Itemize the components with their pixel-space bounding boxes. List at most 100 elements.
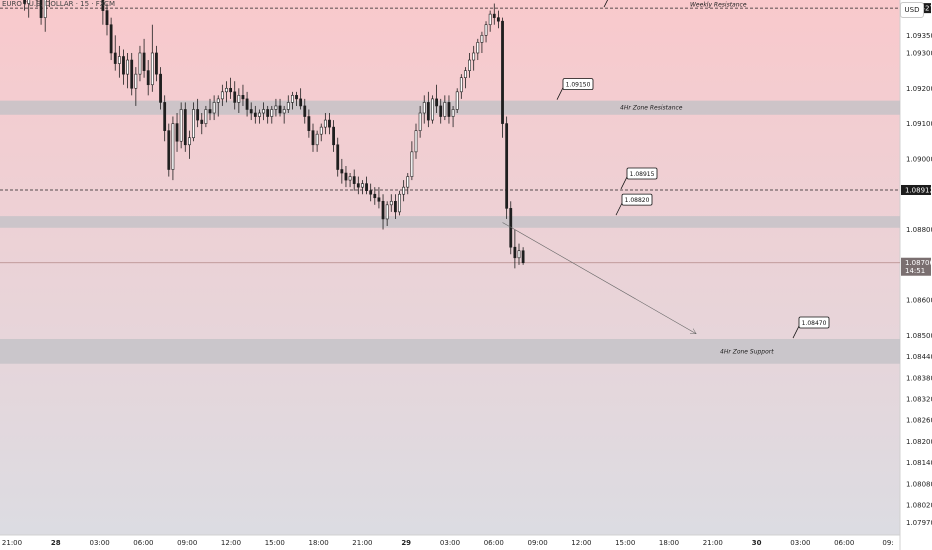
price-callout-box[interactable] (621, 193, 653, 206)
time-tick-label: 28 (51, 539, 61, 547)
candle-body (414, 130, 418, 153)
candle-body (340, 169, 344, 174)
time-tick-label: 03:00 (440, 539, 460, 547)
candle-body (258, 112, 261, 117)
candle-body (138, 52, 142, 75)
candle-body (126, 59, 130, 75)
price-callout-box[interactable] (798, 316, 830, 329)
price-tick-label: 1.08320 (906, 396, 932, 404)
candle-body (422, 102, 426, 114)
candle-body (488, 13, 492, 26)
candle-body (389, 200, 393, 206)
price-label-text: 1.08912 (905, 186, 932, 194)
price-label-badge (901, 257, 931, 276)
price-callout-box[interactable] (562, 78, 594, 91)
candle-body (459, 77, 463, 93)
price-tick-label: 1.08600 (906, 297, 932, 305)
price-label-text: 1.08706 (905, 259, 932, 267)
time-tick-label: 21:00 (703, 539, 723, 547)
candle-body (117, 56, 121, 64)
candle-body (167, 130, 171, 170)
price-tick-label: 1.09200 (906, 85, 932, 93)
time-tick-label: 12:00 (571, 539, 591, 547)
callout-pointer (620, 176, 628, 190)
candle-body (484, 24, 488, 36)
candle-body (216, 98, 220, 103)
candle-body (492, 13, 496, 18)
candle-body (188, 137, 191, 146)
price-tick-label: 1.08200 (906, 438, 932, 446)
candle-body (418, 112, 422, 131)
time-tick-label: 12:00 (221, 539, 241, 547)
candle-body (352, 176, 356, 184)
price-tick-label: 1.08380 (906, 374, 932, 382)
candle-body (245, 98, 249, 110)
candle-body (361, 183, 364, 188)
candle-body (332, 126, 336, 146)
price-tick-label: 1.09100 (906, 120, 932, 128)
time-tick-label: 21:00 (2, 539, 22, 547)
candle-body (468, 59, 471, 71)
candle-body (464, 70, 467, 78)
candle-body (393, 200, 397, 213)
candle-body (377, 197, 381, 202)
callout-pointer (792, 325, 800, 339)
candle-body (455, 91, 459, 110)
candle-body (278, 105, 282, 114)
candle-body (431, 98, 434, 121)
candle-body (43, 0, 47, 18)
candle-body (155, 52, 158, 75)
candle-body (225, 87, 228, 93)
time-tick-label: 06:00 (133, 539, 153, 547)
currency-button[interactable]: USD (900, 2, 924, 18)
zone-resistance-label: 4Hr Zone Resistance (620, 105, 683, 112)
price-tick-label: 1.09350 (906, 32, 932, 40)
candle-body (113, 52, 117, 64)
candle-body (233, 91, 237, 103)
candle-body (270, 109, 274, 117)
candle-body (249, 109, 253, 114)
candle-body (253, 112, 257, 117)
candle-body (336, 144, 340, 170)
candle-body (373, 193, 377, 199)
price-tick-label: 1.08080 (906, 480, 932, 488)
callout-pointer (615, 202, 623, 216)
candle-body (200, 119, 204, 124)
time-tick-label: 18:00 (309, 539, 329, 547)
candle-body (175, 123, 179, 142)
candle-body (274, 105, 278, 110)
candle-body (183, 109, 187, 146)
candle-body (447, 102, 451, 117)
price-callout-text: 1.09150 (566, 81, 591, 88)
candle-body (266, 109, 270, 117)
zone-support-label: 4Hr Zone Support (720, 348, 774, 355)
time-tick-label: 09:00 (528, 539, 548, 547)
time-tick-label: 09: (882, 539, 893, 547)
candle-body (192, 109, 195, 139)
candle-body (356, 183, 360, 188)
time-tick-label: 15:00 (615, 539, 635, 547)
time-tick-label: 06:00 (484, 539, 504, 547)
time-tick-label: 03:00 (90, 539, 110, 547)
candle-body (315, 133, 319, 146)
candle-body (311, 130, 315, 146)
price-callout-text: 1.08915 (630, 171, 655, 178)
candle-body (101, 0, 105, 11)
time-tick-label: 21:00 (352, 539, 372, 547)
candle-body (208, 109, 212, 114)
price-tick-label: 1.08800 (906, 226, 932, 234)
price-tick-label: 1.08500 (906, 332, 932, 340)
candle-body (105, 10, 109, 26)
price-tick-label: 1.09000 (906, 155, 932, 163)
candle-body (385, 204, 389, 220)
price-callout-box[interactable] (626, 167, 658, 180)
price-tick-label: 1.09300 (906, 49, 932, 57)
candle-body (150, 52, 154, 86)
candle-body (109, 24, 113, 54)
candle-body (196, 109, 200, 121)
countdown-text: 14:51 (905, 267, 925, 275)
candle-body (501, 20, 504, 124)
time-tick-label: 06:00 (834, 539, 854, 547)
